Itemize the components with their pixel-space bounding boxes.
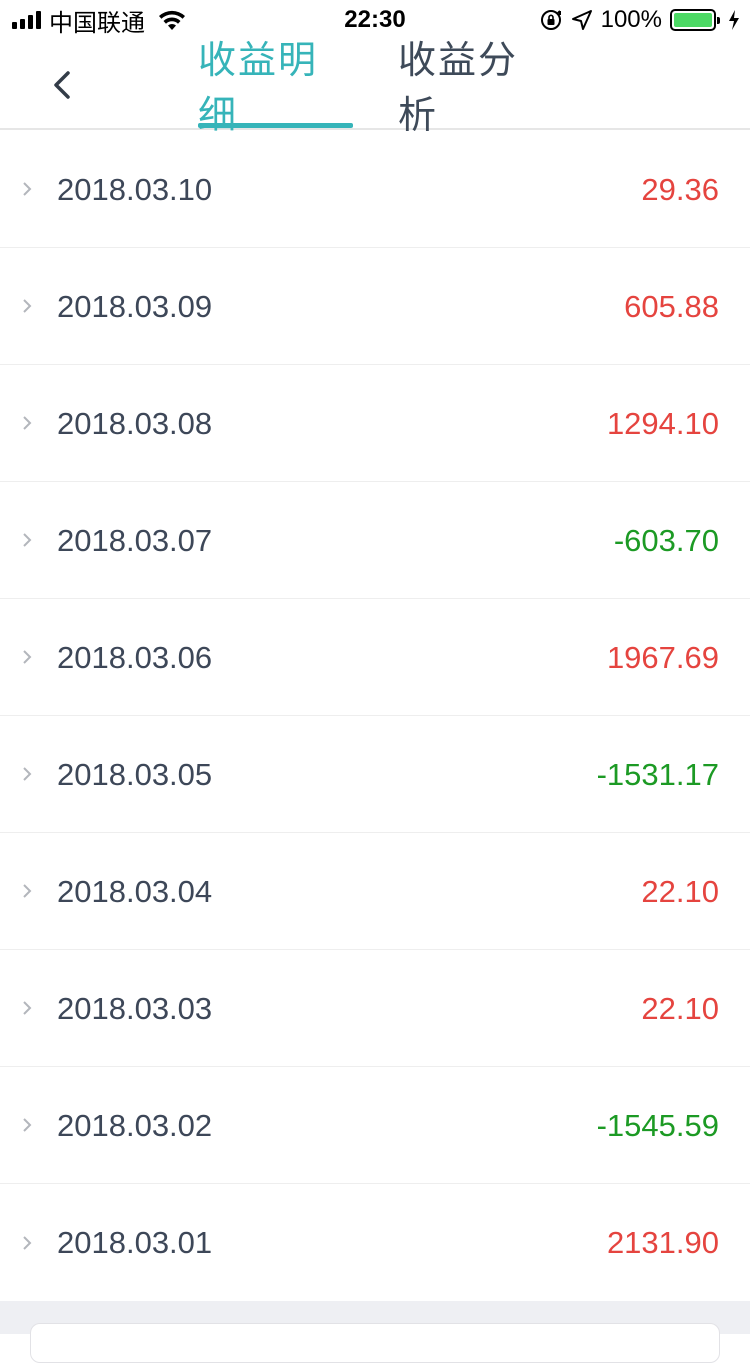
wifi-icon xyxy=(159,10,185,30)
income-record-list: 2018.03.10 29.36 2018.03.09 605.88 2018.… xyxy=(0,131,750,1301)
record-amount: 605.88 xyxy=(624,289,719,324)
chevron-right-icon xyxy=(23,299,32,313)
record-amount: 1294.10 xyxy=(606,406,719,441)
carrier-name: 中国联通 xyxy=(49,9,145,37)
status-bar: 中国联通 22:30 100% xyxy=(0,0,750,40)
record-date: 2018.03.03 xyxy=(57,991,213,1026)
location-icon xyxy=(571,10,592,30)
battery-level xyxy=(674,13,712,27)
record-date: 2018.03.06 xyxy=(57,640,213,675)
record-row[interactable]: 2018.03.09 605.88 xyxy=(0,248,750,365)
tab-income-analysis[interactable]: 收益分析 xyxy=(398,40,519,137)
orientation-lock-icon xyxy=(540,10,561,30)
chevron-right-icon xyxy=(23,1235,32,1250)
chevron-right-icon xyxy=(23,650,32,664)
chevron-right-icon xyxy=(23,884,32,898)
record-date: 2018.03.08 xyxy=(57,406,213,441)
record-amount: 1967.69 xyxy=(606,640,719,675)
tab-income-detail[interactable]: 收益明细 xyxy=(198,40,319,137)
footer-area xyxy=(0,1301,750,1363)
record-date: 2018.03.10 xyxy=(57,172,213,207)
record-amount: 2131.90 xyxy=(606,1225,719,1260)
record-row[interactable]: 2018.03.05 -1531.17 xyxy=(0,716,750,833)
status-left: 中国联通 xyxy=(12,6,187,37)
back-chevron-icon xyxy=(54,71,70,99)
record-amount: 22.10 xyxy=(641,991,719,1026)
nav-bar: 收益明细 收益分析 xyxy=(0,40,750,137)
record-amount: 22.10 xyxy=(641,874,719,909)
status-time: 22:30 xyxy=(344,6,406,33)
chevron-right-icon xyxy=(23,1118,32,1132)
record-row[interactable]: 2018.03.02 -1545.59 xyxy=(0,1067,750,1184)
record-row[interactable]: 2018.03.04 22.10 xyxy=(0,833,750,950)
record-date: 2018.03.07 xyxy=(57,523,213,558)
chevron-right-icon xyxy=(23,1001,32,1015)
battery-icon xyxy=(670,9,720,31)
record-date: 2018.03.02 xyxy=(57,1108,213,1143)
record-row[interactable]: 2018.03.10 29.36 xyxy=(0,131,750,248)
record-amount: -1545.59 xyxy=(596,1108,719,1143)
back-button[interactable] xyxy=(40,60,84,110)
record-date: 2018.03.05 xyxy=(57,757,213,792)
record-row[interactable]: 2018.03.08 1294.10 xyxy=(0,365,750,482)
footer-card xyxy=(30,1323,720,1363)
chevron-right-icon xyxy=(23,416,32,430)
battery-percentage: 100% xyxy=(600,6,662,33)
status-right: 100% xyxy=(539,6,740,34)
record-amount: 29.36 xyxy=(641,172,719,207)
chevron-right-icon xyxy=(23,767,32,781)
signal-icon xyxy=(12,11,41,29)
record-date: 2018.03.04 xyxy=(57,874,213,909)
record-amount: -1531.17 xyxy=(596,757,719,792)
charging-icon xyxy=(729,10,739,30)
active-tab-indicator xyxy=(198,123,353,128)
record-amount: -603.70 xyxy=(613,523,719,558)
record-date: 2018.03.01 xyxy=(57,1225,213,1260)
chevron-right-icon xyxy=(23,182,32,196)
record-date: 2018.03.09 xyxy=(57,289,213,324)
record-row[interactable]: 2018.03.07 -603.70 xyxy=(0,482,750,599)
record-row[interactable]: 2018.03.01 2131.90 xyxy=(0,1184,750,1301)
record-row[interactable]: 2018.03.06 1967.69 xyxy=(0,599,750,716)
chevron-right-icon xyxy=(23,533,32,547)
record-row[interactable]: 2018.03.03 22.10 xyxy=(0,950,750,1067)
